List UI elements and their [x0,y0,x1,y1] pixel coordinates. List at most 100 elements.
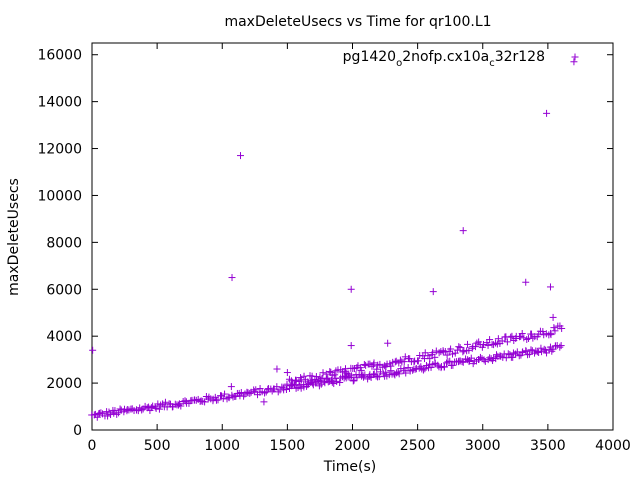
data-point [246,389,254,397]
legend-label: pg1420o2nofp.cx10ac32r128 [343,49,545,69]
data-point [194,395,202,403]
data-point [345,370,353,378]
data-point-outlier [260,398,268,406]
data-point [328,378,336,386]
data-point [376,360,384,368]
data-point [228,391,236,399]
data-point [406,355,414,363]
data-point [446,357,454,365]
data-point [96,409,104,417]
data-point [261,389,269,397]
data-point [395,370,403,378]
data-point [282,385,290,393]
data-point [435,349,443,357]
data-point-outlier [384,339,392,347]
data-point-outlier [236,152,244,160]
data-point [396,356,404,364]
data-point [427,363,435,371]
data-point [349,377,357,385]
data-point [431,353,439,361]
data-point [471,343,479,351]
data-point [504,350,512,358]
legend: pg1420o2nofp.cx10ac32r128 [343,49,579,69]
data-point-outlier [429,288,437,296]
y-tick-label: 14000 [37,95,82,111]
data-point [503,338,511,346]
data-point [527,346,535,354]
data-point [419,366,427,374]
data-point-outlier [347,285,355,293]
data-point [449,361,457,369]
y-tick-label: 4000 [46,329,82,345]
x-tick-label: 1000 [204,438,240,454]
data-point [507,333,515,341]
data-point [346,373,354,381]
data-point [402,369,410,377]
data-point [484,356,492,364]
data-point [146,406,154,414]
legend-marker [571,53,579,61]
data-point [97,409,105,417]
data-point [476,353,484,361]
data-point [308,376,316,384]
legend-label-part-2: 2nofp.cx10a [402,49,489,65]
data-point-outlier [347,342,355,350]
data-point [443,351,451,359]
data-point [314,376,322,384]
data-point [294,384,302,392]
data-point [289,380,297,388]
data-point [300,372,308,380]
data-point [458,358,466,366]
data-point-outlier [227,383,235,391]
data-point [550,324,558,332]
y-tick-label: 12000 [37,142,82,158]
data-point [333,377,341,385]
y-tick-label: 10000 [37,188,82,204]
data-point [519,348,527,356]
data-point [520,334,528,342]
data-point [414,357,422,365]
x-axis-title: Time(s) [323,459,376,475]
data-point [456,357,464,365]
legend-label-part-3: 32r128 [495,49,545,65]
data-point [111,407,119,415]
data-point [481,357,489,365]
data-point [319,369,327,377]
data-point [467,354,475,362]
data-point [370,359,378,367]
data-point [401,353,409,361]
data-point [518,329,526,337]
data-point [494,335,502,343]
data-point [473,339,481,347]
data-point [232,392,240,400]
data-point [400,358,408,366]
data-point [395,359,403,367]
data-point [205,393,213,401]
data-point [455,343,463,351]
data-point [244,389,252,397]
data-point [424,352,432,360]
axis-ticks: 0 500 1000 1500 2000 2500 3000 3500 4000 0 2000 400… [37,43,631,454]
x-tick-label: 500 [144,438,171,454]
y-tick-label: 16000 [37,48,82,64]
data-point [312,373,320,381]
data-points [88,58,578,421]
data-point [412,365,420,373]
data-point [486,336,494,344]
data-point [447,345,455,353]
data-point [442,359,450,367]
data-point [221,390,229,398]
data-point [525,350,533,358]
data-point [113,410,121,418]
x-tick-label: 3000 [465,438,501,454]
data-point [201,398,209,406]
data-point-outlier [546,283,554,291]
data-point [387,362,395,370]
data-point [409,366,417,374]
data-point [456,344,464,352]
data-point [344,373,352,381]
data-point-outlier [549,313,557,321]
data-point [535,348,543,356]
data-point [357,366,365,374]
